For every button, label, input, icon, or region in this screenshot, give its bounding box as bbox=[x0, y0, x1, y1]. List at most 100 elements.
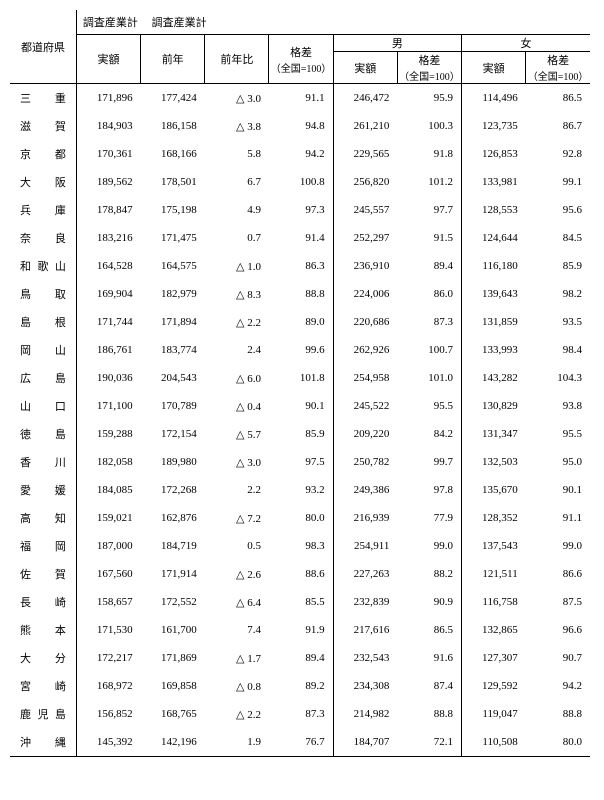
cell: 85.5 bbox=[269, 588, 333, 616]
table-row: 佐賀167,560171,914△ 2.688.6227,26388.2121,… bbox=[10, 560, 590, 588]
cell: 95.5 bbox=[397, 392, 461, 420]
cell: 110,508 bbox=[462, 728, 526, 757]
cell: 168,972 bbox=[76, 672, 140, 700]
cell: 84.2 bbox=[397, 420, 461, 448]
cell: 100.7 bbox=[397, 336, 461, 364]
table-row: 岡山186,761183,7742.499.6262,926100.7133,9… bbox=[10, 336, 590, 364]
cell: △ 2.6 bbox=[205, 560, 269, 588]
cell: 0.7 bbox=[205, 224, 269, 252]
cell: 126,853 bbox=[462, 140, 526, 168]
cell: 187,000 bbox=[76, 532, 140, 560]
col-male-actual: 実額 bbox=[333, 52, 397, 84]
cell: 182,058 bbox=[76, 448, 140, 476]
cell: 95.9 bbox=[397, 84, 461, 113]
cell: 4.9 bbox=[205, 196, 269, 224]
cell: 133,981 bbox=[462, 168, 526, 196]
cell: 245,522 bbox=[333, 392, 397, 420]
cell: 1.9 bbox=[205, 728, 269, 757]
cell: 164,528 bbox=[76, 252, 140, 280]
cell: 171,744 bbox=[76, 308, 140, 336]
cell: 99.0 bbox=[526, 532, 590, 560]
cell: 5.8 bbox=[205, 140, 269, 168]
cell: 93.2 bbox=[269, 476, 333, 504]
cell-prefecture: 福岡 bbox=[10, 532, 76, 560]
table-row: 福岡187,000184,7190.598.3254,91199.0137,54… bbox=[10, 532, 590, 560]
header-group-survey: 調査産業計 調査産業計 bbox=[76, 10, 590, 35]
cell-prefecture: 熊本 bbox=[10, 616, 76, 644]
cell-prefecture: 鳥取 bbox=[10, 280, 76, 308]
cell: 170,361 bbox=[76, 140, 140, 168]
cell: 170,789 bbox=[141, 392, 205, 420]
cell: 91.6 bbox=[397, 644, 461, 672]
cell: 89.2 bbox=[269, 672, 333, 700]
cell: 89.4 bbox=[397, 252, 461, 280]
cell-prefecture: 奈良 bbox=[10, 224, 76, 252]
cell: 91.4 bbox=[269, 224, 333, 252]
cell: 256,820 bbox=[333, 168, 397, 196]
cell: △ 0.4 bbox=[205, 392, 269, 420]
table-row: 奈良183,216171,4750.791.4252,29791.5124,64… bbox=[10, 224, 590, 252]
cell: △ 7.2 bbox=[205, 504, 269, 532]
cell: 86.5 bbox=[397, 616, 461, 644]
table-row: 島根171,744171,894△ 2.289.0220,68687.3131,… bbox=[10, 308, 590, 336]
cell: 171,896 bbox=[76, 84, 140, 113]
cell: 95.0 bbox=[526, 448, 590, 476]
cell: 184,085 bbox=[76, 476, 140, 504]
cell: 98.4 bbox=[526, 336, 590, 364]
cell-prefecture: 鹿児島 bbox=[10, 700, 76, 728]
cell: 204,543 bbox=[141, 364, 205, 392]
cell: 220,686 bbox=[333, 308, 397, 336]
cell: 88.8 bbox=[269, 280, 333, 308]
cell: △ 8.3 bbox=[205, 280, 269, 308]
table-row: 沖縄145,392142,1961.976.7184,70772.1110,50… bbox=[10, 728, 590, 757]
cell: 99.1 bbox=[526, 168, 590, 196]
cell: 80.0 bbox=[526, 728, 590, 757]
cell: 186,761 bbox=[76, 336, 140, 364]
cell: 130,829 bbox=[462, 392, 526, 420]
table-row: 徳島159,288172,154△ 5.785.9209,22084.2131,… bbox=[10, 420, 590, 448]
cell: 88.2 bbox=[397, 560, 461, 588]
cell: 85.9 bbox=[526, 252, 590, 280]
cell: 262,926 bbox=[333, 336, 397, 364]
cell: 252,297 bbox=[333, 224, 397, 252]
cell: 85.9 bbox=[269, 420, 333, 448]
table-row: 京都170,361168,1665.894.2229,56591.8126,85… bbox=[10, 140, 590, 168]
cell: 94.2 bbox=[269, 140, 333, 168]
cell-prefecture: 三重 bbox=[10, 84, 76, 113]
cell: 96.6 bbox=[526, 616, 590, 644]
cell: 119,047 bbox=[462, 700, 526, 728]
cell: 92.8 bbox=[526, 140, 590, 168]
cell: 145,392 bbox=[76, 728, 140, 757]
cell: 87.3 bbox=[269, 700, 333, 728]
cell-prefecture: 愛媛 bbox=[10, 476, 76, 504]
cell: 80.0 bbox=[269, 504, 333, 532]
cell-prefecture: 山口 bbox=[10, 392, 76, 420]
cell: 137,543 bbox=[462, 532, 526, 560]
cell: 172,552 bbox=[141, 588, 205, 616]
cell: 171,100 bbox=[76, 392, 140, 420]
cell-prefecture: 長崎 bbox=[10, 588, 76, 616]
stats-table: 都道府県 調査産業計 調査産業計 実額 前年 前年比 格差 （全国=100） 男… bbox=[10, 10, 590, 757]
cell: 90.1 bbox=[526, 476, 590, 504]
cell: 189,980 bbox=[141, 448, 205, 476]
table-row: 和歌山164,528164,575△ 1.086.3236,91089.4116… bbox=[10, 252, 590, 280]
cell: 190,036 bbox=[76, 364, 140, 392]
cell: 88.6 bbox=[269, 560, 333, 588]
table-row: 長崎158,657172,552△ 6.485.5232,83990.9116,… bbox=[10, 588, 590, 616]
cell: 93.5 bbox=[526, 308, 590, 336]
cell: 100.8 bbox=[269, 168, 333, 196]
cell: 184,707 bbox=[333, 728, 397, 757]
cell: 245,557 bbox=[333, 196, 397, 224]
table-row: 熊本171,530161,7007.491.9217,61686.5132,86… bbox=[10, 616, 590, 644]
cell: 90.7 bbox=[526, 644, 590, 672]
table-row: 兵庫178,847175,1984.997.3245,55797.7128,55… bbox=[10, 196, 590, 224]
cell: 229,565 bbox=[333, 140, 397, 168]
cell: 261,210 bbox=[333, 112, 397, 140]
cell: 186,158 bbox=[141, 112, 205, 140]
cell: 98.2 bbox=[526, 280, 590, 308]
cell: 90.1 bbox=[269, 392, 333, 420]
cell-prefecture: 和歌山 bbox=[10, 252, 76, 280]
cell: 86.6 bbox=[526, 560, 590, 588]
table-row: 滋賀184,903186,158△ 3.894.8261,210100.3123… bbox=[10, 112, 590, 140]
cell-prefecture: 高知 bbox=[10, 504, 76, 532]
